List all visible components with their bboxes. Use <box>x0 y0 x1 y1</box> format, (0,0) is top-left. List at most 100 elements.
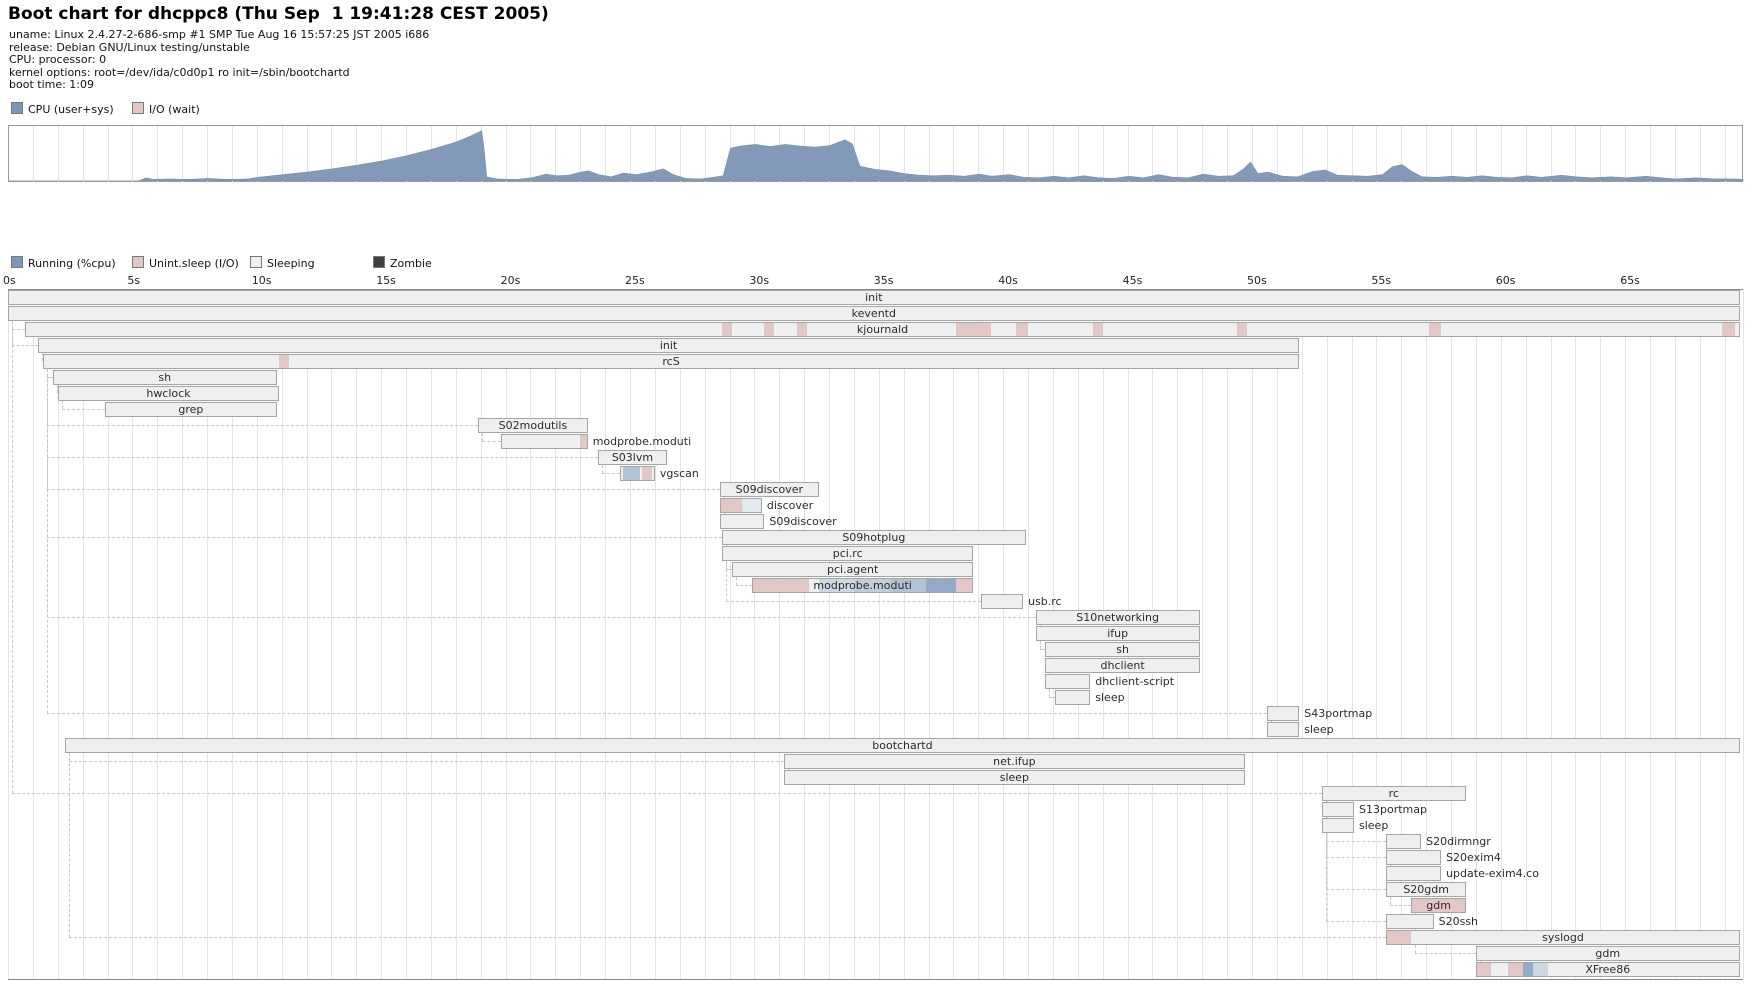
tree-connector-horizontal <box>726 569 732 570</box>
process-bar <box>732 562 974 577</box>
proc-grid-line <box>1227 290 1229 979</box>
tree-connector-vertical <box>1049 689 1051 697</box>
cpu-grid-line <box>704 126 706 183</box>
process-label: S10networking <box>1076 611 1159 624</box>
proc-grid-line <box>1301 290 1303 979</box>
proc-grid-line <box>57 290 59 979</box>
cpu-grid-line <box>1550 126 1552 183</box>
cpu-grid-line <box>555 126 557 183</box>
tree-connector-horizontal <box>1390 905 1412 906</box>
process-bar <box>784 770 1245 785</box>
process-label: sh <box>1116 643 1129 656</box>
process-state-segment <box>622 467 640 480</box>
process-bar <box>722 530 1026 545</box>
process-bar <box>1321 818 1354 833</box>
process-state-segment <box>1722 323 1735 336</box>
process-bar <box>620 466 655 481</box>
process-label: init <box>865 291 883 304</box>
tree-connector-horizontal <box>1415 953 1476 954</box>
proc-grid-line <box>1500 290 1502 979</box>
cpu-grid-line <box>132 126 134 183</box>
proc-grid-line <box>82 290 84 979</box>
proc-grid-line <box>281 290 283 979</box>
proc-legend-io-swatch <box>132 256 144 268</box>
proc-grid-line <box>1699 290 1701 979</box>
cpu-grid-line <box>381 126 383 183</box>
tree-connector-vertical <box>1325 801 1327 921</box>
proc-legend-sleep-swatch <box>250 256 262 268</box>
process-label: sleep <box>999 771 1030 784</box>
cpu-grid-line <box>1401 126 1403 183</box>
cpu-grid-line <box>1600 126 1602 183</box>
proc-grid-line <box>978 290 980 979</box>
cpu-grid-line <box>1077 126 1079 183</box>
cpu-grid-line <box>256 126 258 183</box>
process-state-segment <box>1092 323 1103 336</box>
proc-grid-line <box>1600 290 1602 979</box>
time-tick-label: 20s <box>500 274 521 287</box>
tree-connector-horizontal <box>46 425 479 426</box>
process-label: init <box>659 339 678 352</box>
process-bar <box>1266 722 1300 737</box>
tree-connector-horizontal <box>46 489 720 490</box>
cpu-grid-line <box>1674 126 1676 183</box>
process-bar <box>500 434 588 449</box>
process-label: ifup <box>1107 627 1129 640</box>
process-state-segment <box>926 579 956 592</box>
process-bar <box>57 386 280 401</box>
proc-grid-line <box>157 290 159 979</box>
process-bar <box>980 594 1024 609</box>
time-tick-label: 65s <box>1620 274 1640 287</box>
tree-connector-horizontal <box>46 457 598 458</box>
proc-grid-line <box>1550 290 1552 979</box>
process-state-segment <box>1387 931 1412 944</box>
process-label: S02modutils <box>498 419 568 432</box>
proc-grid-line <box>679 290 681 979</box>
process-state-segment <box>741 499 761 512</box>
proc-grid-line <box>1674 290 1676 979</box>
process-label: net.ifup <box>993 755 1036 768</box>
time-tick-label: 25s <box>625 274 645 287</box>
process-bar <box>1321 786 1466 801</box>
proc-grid-line <box>605 290 607 979</box>
proc-grid-line <box>729 290 731 979</box>
legend-item: Unint.sleep (I/O) <box>132 256 239 270</box>
tree-connector-horizontal <box>1039 649 1046 650</box>
process-bar <box>42 354 1300 369</box>
cpu-grid-line <box>1475 126 1477 183</box>
cpu-grid-line <box>1326 126 1328 183</box>
process-bar <box>719 498 762 513</box>
proc-grid-line <box>381 290 383 979</box>
process-bar <box>1386 914 1434 929</box>
cpu-utilization-chart <box>8 125 1744 183</box>
proc-grid-line <box>1351 290 1353 979</box>
cpu-grid-line <box>1052 126 1054 183</box>
tree-connector-vertical <box>736 577 737 585</box>
cpu-grid-line <box>32 126 34 183</box>
process-bar <box>1045 658 1200 673</box>
process-bar <box>105 402 277 417</box>
process-label: hwclock <box>146 387 191 400</box>
process-state-segment <box>720 499 742 512</box>
proc-grid-line <box>928 290 930 979</box>
legend-label: CPU (user+sys) <box>28 103 114 116</box>
cpu-grid-line <box>231 126 233 183</box>
cpu-legend-io-swatch <box>132 102 144 114</box>
system-info-line: uname: Linux 2.4.27-2-686-smp #1 SMP Tue… <box>9 28 430 41</box>
tree-connector-horizontal <box>1325 921 1387 922</box>
process-state-segment <box>955 579 973 592</box>
proc-grid-line <box>1625 290 1627 979</box>
cpu-grid-line <box>1376 126 1378 183</box>
proc-grid-line <box>878 290 880 979</box>
proc-grid-line <box>1724 290 1726 979</box>
time-tick-label: 40s <box>998 274 1018 287</box>
process-state-segment <box>1428 323 1442 336</box>
process-label: S43portmap <box>1304 707 1373 720</box>
cpu-grid-line <box>654 126 656 183</box>
cpu-grid-line <box>679 126 681 183</box>
cpu-grid-line <box>1451 126 1453 183</box>
cpu-grid-line <box>1575 126 1577 183</box>
process-state-segment <box>1237 323 1247 336</box>
cpu-grid-line <box>107 126 109 183</box>
proc-grid-line <box>1003 290 1005 979</box>
